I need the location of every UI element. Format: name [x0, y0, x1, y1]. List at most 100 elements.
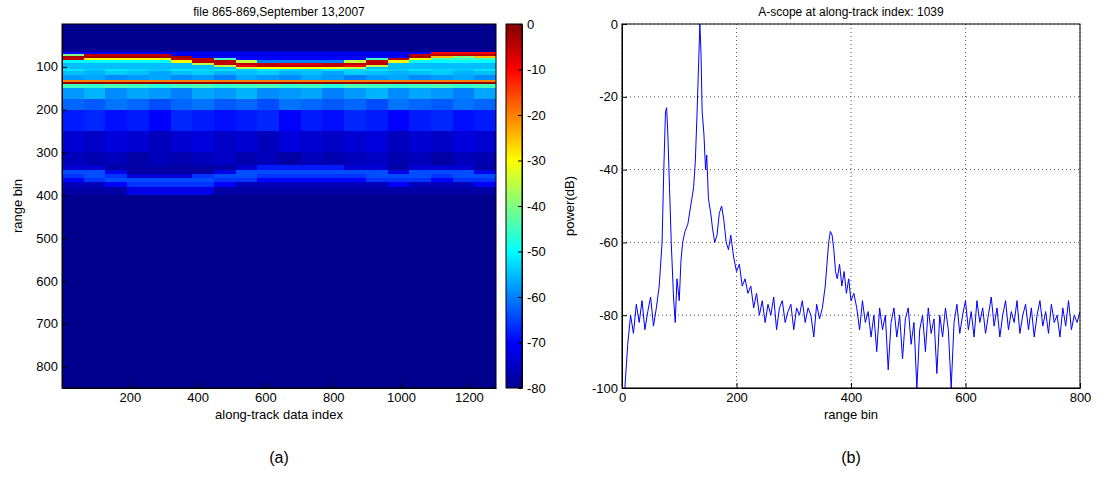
heatmap-cell	[322, 182, 344, 187]
heatmap-cell	[84, 178, 106, 183]
heatmap-cell	[257, 110, 279, 132]
tick-label: -10	[527, 62, 546, 77]
tick-label: -50	[527, 244, 546, 259]
heatmap-cell	[279, 178, 301, 183]
heatmap-cell	[301, 110, 323, 132]
heatmap-cell	[236, 165, 258, 170]
heatmap-cell	[192, 170, 214, 175]
heatmap-cell	[453, 71, 475, 76]
heatmap-cell	[409, 88, 431, 99]
colorbar	[506, 24, 522, 388]
heatmap-cell	[279, 182, 301, 187]
heatmap-cell	[127, 99, 149, 110]
heatmap-cell	[149, 152, 171, 165]
heatmap-cell	[366, 187, 388, 196]
tick-mark	[622, 170, 627, 171]
plot-area	[625, 24, 1080, 388]
heatmap-cell	[257, 324, 279, 388]
heatmap-cell	[149, 165, 171, 170]
heatmap-cell	[149, 178, 171, 183]
heatmap-cell	[257, 281, 279, 324]
heatmap-cell	[388, 187, 410, 196]
heatmap-cell	[453, 165, 475, 170]
heatmap-cell	[236, 131, 258, 153]
tick-mark	[518, 388, 522, 389]
heatmap-cell	[214, 174, 236, 179]
heatmap-cell	[171, 84, 193, 89]
heatmap-cell	[105, 324, 127, 388]
plot-frame	[62, 24, 496, 388]
heatmap-cell	[257, 174, 279, 179]
heatmap-cell	[257, 88, 279, 99]
tick: 200	[119, 383, 141, 405]
heatmap-cell	[474, 24, 496, 50]
heatmap-cell	[301, 131, 323, 153]
heatmap-cell	[257, 165, 279, 170]
heatmap-cell	[388, 281, 410, 324]
tick-mark	[518, 297, 522, 298]
heatmap-cell	[105, 182, 127, 187]
heatmap-cell	[127, 71, 149, 76]
heatmap-cell	[322, 75, 344, 80]
tick-label: 400	[187, 390, 209, 405]
tick-mark	[62, 367, 67, 368]
heatmap-cell	[279, 165, 301, 170]
heatmap-cell	[344, 152, 366, 165]
heatmap-cell	[171, 99, 193, 110]
tick-mark	[518, 161, 522, 162]
heatmap-cell	[171, 182, 193, 187]
heatmap-cell	[301, 187, 323, 196]
grid-line	[736, 24, 737, 388]
heatmap-cell	[344, 281, 366, 324]
heatmap-cell	[171, 165, 193, 170]
heatmap-cell	[236, 170, 258, 175]
heatmap-cell	[409, 71, 431, 76]
tick-label: -30	[527, 153, 546, 168]
tick: 600	[36, 274, 67, 289]
heatmap-cell	[105, 71, 127, 76]
plot-background	[622, 24, 1080, 388]
heatmap-cell	[409, 75, 431, 80]
heatmap-cell	[409, 324, 431, 388]
heatmap-cell	[301, 165, 323, 170]
tick: -20	[599, 89, 627, 104]
tick-mark	[622, 97, 627, 98]
heatmap-cell	[388, 165, 410, 170]
tick-label: -80	[599, 308, 618, 323]
heatmap-cell	[127, 281, 149, 324]
heatmap-cell	[127, 152, 149, 165]
heatmap-cell	[322, 152, 344, 165]
heatmap-cell	[84, 238, 106, 281]
heatmap-cell	[344, 238, 366, 281]
grid-line	[622, 242, 1080, 243]
heatmap-cell	[344, 165, 366, 170]
heatmap-cell	[388, 75, 410, 80]
axis: 100200300400500600700800	[36, 25, 67, 389]
axis-line	[63, 388, 497, 389]
heatmap-cell	[127, 187, 149, 196]
heatmap-cell	[431, 238, 453, 281]
tick: -80	[518, 381, 546, 396]
heatmap-cell	[236, 182, 258, 187]
heatmap-cell	[322, 238, 344, 281]
heatmap-cell	[192, 71, 214, 76]
heatmap-cell	[84, 24, 106, 50]
heatmap-cell	[453, 195, 475, 238]
heatmap-cell	[279, 152, 301, 165]
heatmap-cell	[301, 71, 323, 76]
heatmap-cell	[474, 182, 496, 187]
heatmap-cell	[453, 324, 475, 388]
heatmap-cell	[344, 99, 366, 110]
heatmap-cell	[431, 182, 453, 187]
tick: -50	[518, 244, 546, 259]
heatmap	[62, 24, 496, 388]
heatmap-cell	[127, 110, 149, 132]
heatmap-cell	[301, 238, 323, 281]
tick-mark	[62, 195, 67, 196]
heatmap-cell	[388, 71, 410, 76]
heatmap-cell	[453, 152, 475, 165]
heatmap-cell	[127, 24, 149, 50]
heatmap-cell	[257, 195, 279, 238]
heatmap-cell	[149, 131, 171, 153]
tick-mark	[130, 383, 131, 388]
